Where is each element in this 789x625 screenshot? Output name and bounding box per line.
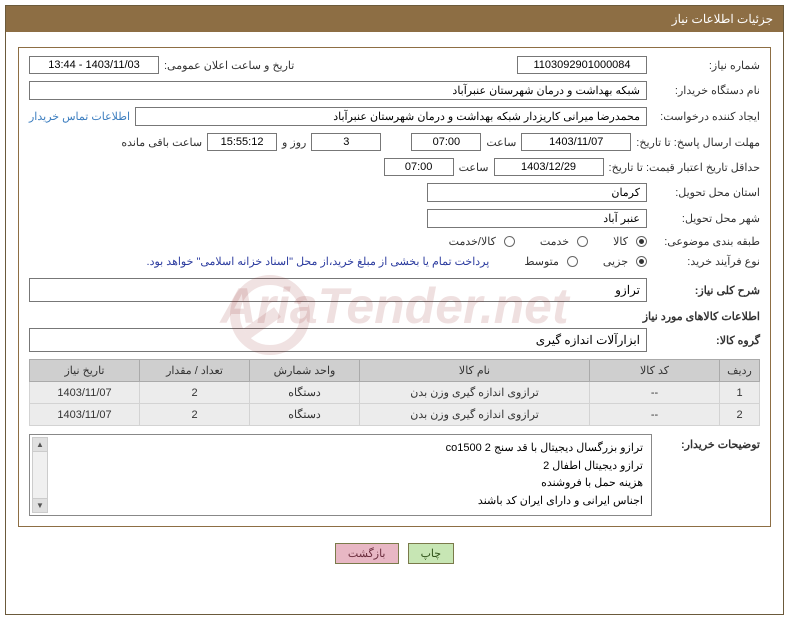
cell-code: -- xyxy=(590,404,720,426)
announce-date-value: 1403/11/03 - 13:44 xyxy=(29,56,159,74)
back-button[interactable]: بازگشت xyxy=(335,543,399,564)
radio-minor-label: جزیی xyxy=(603,255,628,268)
desc-textarea[interactable]: ترازو بزرگسال دیجیتال با قد سنج 2 co1500… xyxy=(29,434,652,516)
main-panel: جزئیات اطلاعات نیاز شماره نیاز: 11030929… xyxy=(5,5,784,615)
radio-service[interactable] xyxy=(577,236,588,247)
table-row: 1--ترازوی اندازه گیری وزن بدندستگاه21403… xyxy=(30,382,760,404)
category-label: طبقه بندی موضوعی: xyxy=(652,235,760,248)
process-label: نوع فرآیند خرید: xyxy=(652,255,760,268)
th-code: کد کالا xyxy=(590,360,720,382)
cell-unit: دستگاه xyxy=(250,382,360,404)
th-unit: واحد شمارش xyxy=(250,360,360,382)
city-value: عنبر آباد xyxy=(427,209,647,228)
radio-goods-service[interactable] xyxy=(504,236,515,247)
th-name: نام کالا xyxy=(360,360,590,382)
print-button[interactable]: چاپ xyxy=(408,543,455,564)
cell-qty: 2 xyxy=(140,382,250,404)
contact-link[interactable]: اطلاعات تماس خریدار xyxy=(29,110,130,123)
need-no-label: شماره نیاز: xyxy=(652,59,760,72)
desc-line-1: ترازو بزرگسال دیجیتال با قد سنج 2 co1500 xyxy=(38,440,643,458)
desc-line-3: هزینه حمل با فروشنده xyxy=(38,475,643,493)
group-label: گروه کالا: xyxy=(652,334,760,347)
time-label-2: ساعت xyxy=(459,161,489,174)
scroll-up-icon[interactable]: ▲ xyxy=(33,438,47,452)
validity-time-value: 07:00 xyxy=(384,158,454,176)
radio-minor[interactable] xyxy=(636,256,647,267)
cell-date: 1403/11/07 xyxy=(30,382,140,404)
days-suffix: روز و xyxy=(282,136,306,149)
days-remaining: 3 xyxy=(311,133,381,151)
radio-medium-label: متوسط xyxy=(524,255,559,268)
desc-line-4: اجناس ایرانی و دارای ایران کد باشند xyxy=(38,493,643,511)
radio-service-label: خدمت xyxy=(540,235,569,248)
th-row: ردیف xyxy=(720,360,760,382)
city-label: شهر محل تحویل: xyxy=(652,212,760,225)
countdown-suffix: ساعت باقی مانده xyxy=(121,136,202,149)
cell-code: -- xyxy=(590,382,720,404)
province-value: کرمان xyxy=(427,183,647,202)
cell-idx: 1 xyxy=(720,382,760,404)
validity-date-value: 1403/12/29 xyxy=(494,158,604,176)
goods-section-heading: اطلاعات کالاهای مورد نیاز xyxy=(29,310,760,323)
requester-label: ایجاد کننده درخواست: xyxy=(652,110,760,123)
th-date: تاریخ نیاز xyxy=(30,360,140,382)
buyer-org-label: نام دستگاه خریدار: xyxy=(652,84,760,97)
cell-qty: 2 xyxy=(140,404,250,426)
table-row: 2--ترازوی اندازه گیری وزن بدندستگاه21403… xyxy=(30,404,760,426)
group-value: ابزارآلات اندازه گیری xyxy=(29,328,647,352)
need-no-value: 1103092901000084 xyxy=(517,56,647,74)
validity-label: حداقل تاریخ اعتبار قیمت: تا تاریخ: xyxy=(609,161,760,174)
content-area: شماره نیاز: 1103092901000084 تاریخ و ساع… xyxy=(18,47,771,527)
desc-line-2: ترازو دیجیتال اطفال 2 xyxy=(38,458,643,476)
desc-label: توضیحات خریدار: xyxy=(660,434,760,451)
cell-name: ترازوی اندازه گیری وزن بدن xyxy=(360,382,590,404)
radio-goods-service-label: کالا/خدمت xyxy=(449,235,496,248)
scroll-down-icon[interactable]: ▼ xyxy=(33,498,47,512)
countdown-value: 15:55:12 xyxy=(207,133,277,151)
cell-date: 1403/11/07 xyxy=(30,404,140,426)
buyer-org-value: شبکه بهداشت و درمان شهرستان عنبرآباد xyxy=(29,81,647,100)
cell-idx: 2 xyxy=(720,404,760,426)
deadline-label: مهلت ارسال پاسخ: تا تاریخ: xyxy=(636,136,760,149)
items-table: ردیف کد کالا نام کالا واحد شمارش تعداد /… xyxy=(29,359,760,426)
payment-note: پرداخت تمام یا بخشی از مبلغ خرید،از محل … xyxy=(147,255,490,268)
requester-value: محمدرضا میرانی کاریزدار شبکه بهداشت و در… xyxy=(135,107,647,126)
province-label: استان محل تحویل: xyxy=(652,186,760,199)
deadline-time-value: 07:00 xyxy=(411,133,481,151)
radio-goods-label: کالا xyxy=(613,235,628,248)
cell-name: ترازوی اندازه گیری وزن بدن xyxy=(360,404,590,426)
radio-goods[interactable] xyxy=(636,236,647,247)
th-qty: تعداد / مقدار xyxy=(140,360,250,382)
radio-medium[interactable] xyxy=(567,256,578,267)
overview-label: شرح کلی نیاز: xyxy=(652,284,760,297)
announce-date-label: تاریخ و ساعت اعلان عمومی: xyxy=(164,59,294,72)
title-bar: جزئیات اطلاعات نیاز xyxy=(6,6,783,32)
cell-unit: دستگاه xyxy=(250,404,360,426)
deadline-date-value: 1403/11/07 xyxy=(521,133,631,151)
overview-value: ترازو xyxy=(29,278,647,302)
time-label-1: ساعت xyxy=(486,136,516,149)
scrollbar[interactable]: ▲ ▼ xyxy=(32,437,48,513)
